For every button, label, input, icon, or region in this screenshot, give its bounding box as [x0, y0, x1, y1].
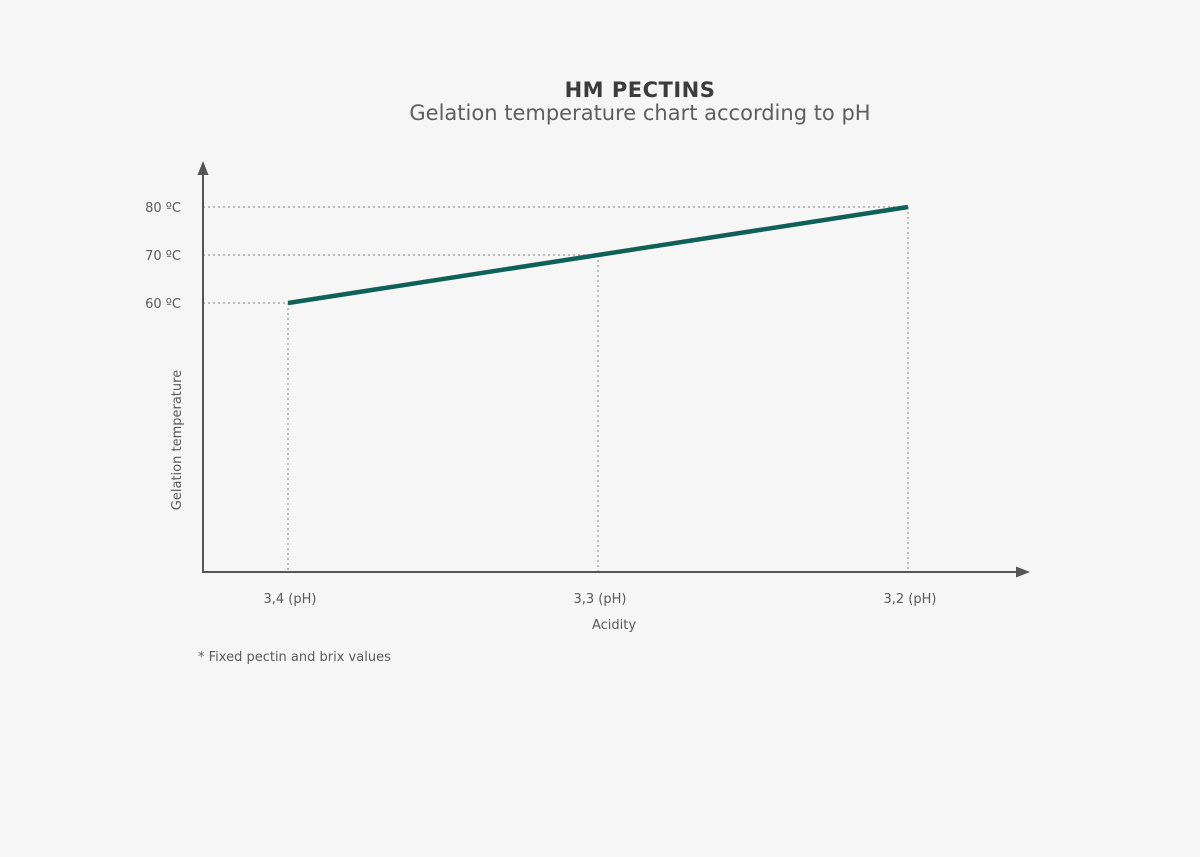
chart-axes [197, 161, 1030, 578]
y-tick-label: 70 ºC [145, 249, 181, 264]
y-tick-labels: 60 ºC 70 ºC 80 ºC [145, 201, 181, 312]
x-tick-label: 3,2 (pH) [884, 592, 937, 607]
y-tick-label: 80 ºC [145, 201, 181, 216]
guide-lines [203, 206, 909, 572]
y-axis-arrow [197, 161, 209, 175]
x-tick-labels: 3,4 (pH) 3,3 (pH) 3,2 (pH) [264, 592, 937, 607]
x-axis-label: Acidity [592, 618, 636, 633]
x-tick-label: 3,4 (pH) [264, 592, 317, 607]
y-tick-label: 60 ºC [145, 297, 181, 312]
chart-subtitle: Gelation temperature chart according to … [409, 101, 871, 125]
x-axis-arrow [1016, 566, 1030, 578]
y-axis-label: Gelation temperature [170, 370, 185, 510]
footnote: * Fixed pectin and brix values [198, 650, 391, 665]
x-tick-label: 3,3 (pH) [574, 592, 627, 607]
chart-title: HM PECTINS [564, 78, 716, 102]
series-layer [287, 204, 909, 306]
